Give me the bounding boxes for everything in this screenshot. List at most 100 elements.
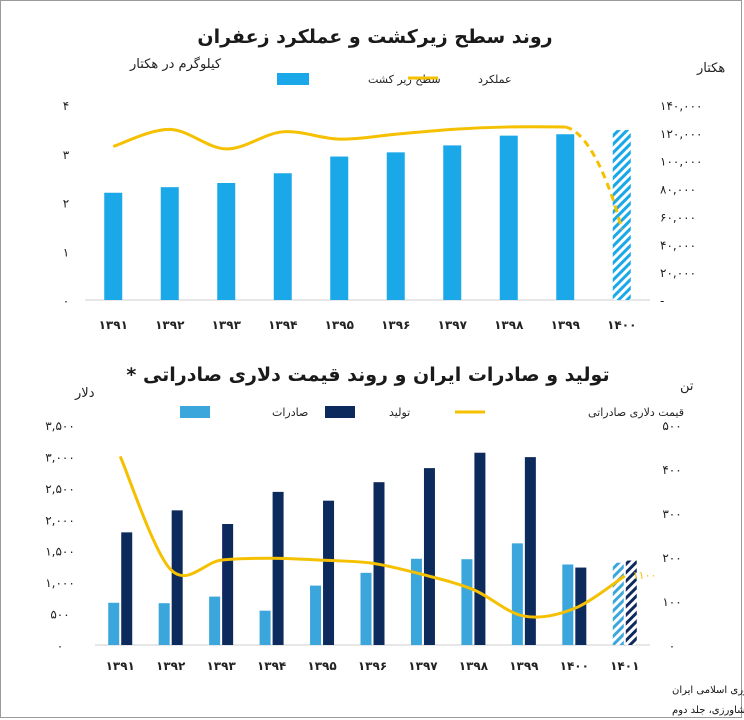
chart2-exports-bar	[360, 572, 372, 645]
chart2-category-label: ۱۳۹۴	[257, 659, 286, 673]
chart2-right-tick: ۰	[669, 639, 675, 653]
chart2-left-tick: ۳,۵۰۰	[45, 419, 75, 433]
chart1-bar	[556, 134, 575, 300]
chart1-category-label: ۱۳۹۷	[438, 318, 468, 332]
chart2-right-tick: ۴۰۰	[662, 463, 681, 477]
chart1-left-tick: ۴	[63, 99, 69, 113]
chart1-category-label: ۱۴۰۰	[607, 318, 636, 332]
chart1-category-label: ۱۳۹۲	[155, 318, 185, 332]
footnote-1: * گمرک جمهوری اسلامی ایران	[672, 684, 744, 696]
chart1-bar	[104, 192, 123, 300]
chart1-title: روند سطح زیرکشت و عملکرد زعفران	[197, 26, 552, 48]
chart1-right-tick: ۸۰,۰۰۰	[660, 183, 696, 197]
chart2-production-bar	[323, 500, 335, 645]
chart1-category-label: ۱۳۹۶	[381, 318, 410, 332]
chart2-right-tick: ۲۰۰	[662, 551, 681, 565]
chart2-right-unit: تن	[680, 379, 694, 394]
chart2-exports-bar	[461, 559, 473, 645]
chart1-right-tick: ۲۰,۰۰۰	[660, 266, 696, 280]
chart1-category-label: ۱۳۹۳	[212, 318, 242, 332]
chart2-production-bar	[524, 457, 536, 645]
chart2-exports-bar	[410, 558, 422, 645]
chart1-right-unit: هکتار	[696, 61, 725, 76]
chart2-category-label: ۱۳۹۵	[307, 659, 336, 673]
chart2-exports-bar	[209, 596, 221, 645]
chart1-bar	[443, 145, 462, 300]
legend1-line-label: عملکرد	[478, 73, 512, 86]
chart1-left-unit: کیلوگرم در هکتار	[129, 56, 222, 72]
chart2-left-tick: ۲,۰۰۰	[45, 513, 75, 527]
chart2-category-label: ۱۳۹۷	[408, 659, 438, 673]
chart1-yield-forecast-line	[564, 125, 624, 230]
chart2-category-label: ۱۳۹۱	[106, 659, 135, 673]
chart2-left-tick: ۲,۵۰۰	[45, 482, 75, 496]
chart2-production-bar	[121, 532, 133, 645]
chart2-production-bar	[474, 452, 486, 645]
chart1-category-label: ۱۳۹۹	[551, 318, 581, 332]
chart1-category-label: ۱۳۹۱	[99, 318, 128, 332]
chart1-right-tick: ۱۴۰,۰۰۰	[660, 99, 703, 113]
chart1-left-tick: ۱	[63, 245, 69, 259]
chart2-plot: ۱۱۰۰ ۰ ۵۰۰ ۱,۰۰۰ ۱,۵۰۰ ۲,۰۰۰ ۲,۵۰۰ ۳,۰۰۰ ۳,۵۰۰ ۰ ۱…	[45, 419, 681, 673]
legend2-production-swatch	[325, 406, 355, 418]
chart2-category-label: ۱۳۹۳	[206, 659, 236, 673]
chart1-bar	[273, 173, 292, 300]
chart2-category-label: ۱۳۹۶	[358, 659, 387, 673]
chart2-category-label: ۱۳۹۸	[459, 659, 489, 673]
chart2-left-tick: ۱,۵۰۰	[45, 545, 75, 559]
chart2-exports-bar	[158, 603, 170, 645]
chart2-left-tick: ۰	[57, 639, 63, 653]
chart1-bar	[217, 183, 236, 300]
chart1-right-tick: ۶۰,۰۰۰	[660, 210, 696, 224]
chart2-price-data-label: ۱۱۰۰	[633, 569, 657, 582]
chart2-exports-bar	[259, 610, 271, 645]
chart1-yield-line	[112, 125, 566, 151]
chart2-category-label: ۱۳۹۹	[509, 659, 539, 673]
chart2-exports-bar	[612, 562, 624, 645]
chart2-right-tick: ۱۰۰	[662, 595, 681, 609]
legend2-price-label: قیمت دلاری صادراتی	[588, 406, 684, 419]
chart2-category-label: ۱۴۰۰	[560, 659, 589, 673]
chart1-right-tick: ۴۰,۰۰۰	[660, 238, 696, 252]
chart2-left-tick: ۳,۰۰۰	[45, 450, 75, 464]
chart2-production-bar	[222, 524, 234, 645]
chart1-bar	[330, 156, 349, 300]
legend1-bar-swatch	[277, 73, 309, 85]
chart1-right-tick: ۱۰۰,۰۰۰	[660, 155, 703, 169]
chart1-bar	[612, 130, 631, 300]
chart2-category-label: ۱۴۰۱	[610, 659, 639, 673]
legend2-production-label: تولید	[389, 406, 410, 419]
chart2-production-bar	[171, 510, 183, 645]
chart2-left-tick: ۵۰۰	[50, 608, 69, 622]
chart2-exports-bar	[511, 543, 523, 645]
chart2-right-tick: ۵۰۰	[662, 419, 681, 433]
legend2-exports-swatch	[180, 406, 210, 418]
chart1-bar	[160, 187, 179, 300]
chart2-exports-bar	[310, 585, 322, 645]
chart1-plot: ۰ ۱ ۲ ۳ ۴ - ۲۰,۰۰۰ ۴۰,۰۰۰ ۶۰,۰۰۰ ۸۰,۰۰۰ ۱۰۰,۰۰۰ ۱۲۰…	[63, 99, 703, 332]
chart2-price-line	[118, 455, 626, 619]
chart2-production-bar	[272, 491, 284, 645]
legend1-bar-label: سطح زیر کشت	[368, 73, 441, 86]
chart2-production-bar	[625, 560, 637, 645]
chart2-left-unit: دلار	[74, 386, 95, 401]
legend2-exports-label: صادرات	[272, 406, 308, 419]
chart2-exports-bar	[562, 564, 574, 645]
chart1-left-tick: ۰	[63, 294, 69, 308]
chart1-left-tick: ۲	[63, 197, 69, 211]
chart2-production-bar	[423, 468, 435, 645]
chart2-category-label: ۱۳۹۲	[156, 659, 186, 673]
footnote-2: * آمارنامه کشاورزی، جلد دوم	[672, 703, 744, 716]
chart2-right-tick: ۳۰۰	[662, 507, 681, 521]
chart1-category-label: ۱۳۹۵	[325, 318, 354, 332]
chart1-right-tick: -	[660, 294, 664, 308]
chart1-bar	[386, 152, 405, 300]
chart2-left-tick: ۱,۰۰۰	[45, 576, 75, 590]
chart1-category-label: ۱۳۹۸	[494, 318, 524, 332]
chart1-bar	[499, 135, 518, 300]
chart2-title: تولید و صادرات ایران و روند قیمت دلاری ص…	[126, 364, 609, 386]
chart2-exports-bar	[108, 602, 120, 645]
chart1-left-tick: ۳	[63, 148, 70, 162]
